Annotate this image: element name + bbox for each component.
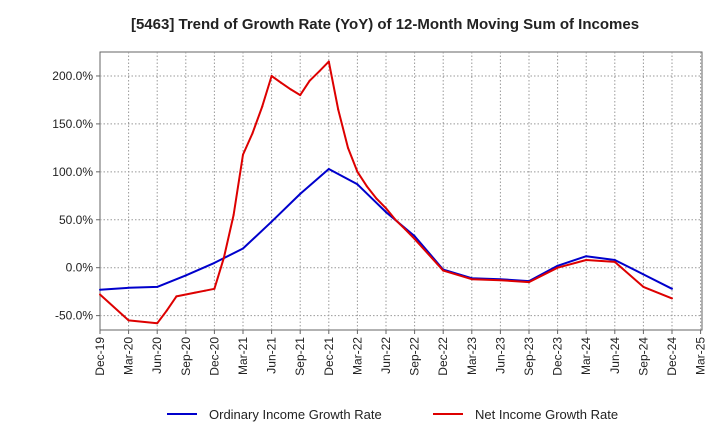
x-tick-label: Dec-20 [207,337,221,376]
data-point [127,319,130,322]
x-tick-label: Mar-20 [122,337,136,375]
data-point [470,278,473,281]
legend-label-2: Net Income Growth Rate [475,407,618,422]
legend: Ordinary Income Growth Rate Net Income Gr… [167,407,618,422]
data-point [385,207,387,210]
data-point [165,309,168,312]
data-point [613,260,616,263]
data-point [442,269,445,272]
data-point [327,168,330,170]
x-tick-label: Sep-22 [408,337,422,376]
data-point [308,79,311,82]
series-lines [99,60,673,325]
y-tick-label: 150.0% [52,117,93,131]
y-tick-label: 50.0% [59,213,93,227]
data-point [184,274,187,277]
x-tick-label: Sep-20 [179,337,193,376]
legend-label-1: Ordinary Income Growth Rate [209,407,382,422]
x-tick-label: Dec-22 [436,337,450,376]
plot-area [99,51,703,331]
y-axis-ticks: -50.0% 0.0% 50.0% 100.0% 150.0% 200.0% [52,69,100,323]
y-tick-label: 100.0% [52,165,93,179]
x-tick-label: Dec-19 [93,337,107,376]
data-point [642,273,645,276]
x-tick-label: Sep-23 [522,337,536,376]
data-point [585,255,588,258]
x-tick-label: Jun-21 [265,337,279,374]
y-tick-label: 200.0% [52,69,93,83]
data-point [365,185,368,188]
data-point [337,108,340,111]
data-point [356,183,359,186]
data-point [528,281,530,284]
data-point [556,266,559,269]
x-tick-label: Mar-23 [465,337,479,375]
data-point [194,291,197,294]
data-point [261,105,264,108]
data-point [671,297,673,300]
x-tick-label: Sep-21 [293,337,307,376]
data-point [251,132,254,135]
data-point [222,257,225,260]
data-point [413,235,416,238]
data-point [556,264,559,267]
data-point [394,218,397,221]
y-tick-label: 0.0% [66,261,94,275]
data-point [184,293,187,296]
x-tick-label: Mar-22 [350,337,364,375]
data-point [413,237,416,240]
data-point [175,295,178,298]
x-tick-label: Dec-24 [665,337,679,376]
x-tick-label: Dec-23 [551,337,565,376]
data-point [280,81,282,84]
x-tick-label: Jun-22 [379,337,393,374]
x-axis-ticks: Dec-19 Mar-20 Jun-20 Sep-20 Dec-20 Mar-21 Jun-… [93,330,708,376]
y-tick-label: -50.0% [55,309,93,323]
data-point [213,287,216,290]
data-point [213,261,216,264]
data-point [299,94,302,97]
data-point [299,192,302,195]
data-point [232,214,235,216]
chart-title: [5463] Trend of Growth Rate (YoY) of 12-… [131,16,639,33]
data-point [585,259,588,261]
data-point [356,170,359,173]
data-point [318,70,321,73]
data-point [375,197,378,200]
data-point [327,60,330,63]
data-point [642,285,645,288]
x-tick-label: Mar-21 [236,337,250,375]
data-point [242,153,244,156]
x-tick-label: Dec-21 [322,337,336,376]
x-tick-label: Jun-20 [150,337,164,374]
data-point [156,322,159,325]
x-tick-label: Sep-24 [636,337,650,376]
x-tick-label: Jun-23 [493,337,507,374]
data-point [270,220,273,223]
data-point [99,293,101,296]
data-point [385,211,387,214]
data-point [99,288,101,291]
data-point [127,286,130,289]
data-point [204,289,206,292]
data-point [499,279,502,282]
data-point [270,75,273,77]
data-point [404,228,407,231]
x-tick-label: Jun-24 [608,337,622,374]
data-point [242,247,244,250]
grid-lines [100,52,702,330]
data-point [613,259,616,261]
x-tick-label: Mar-24 [579,337,593,375]
data-point [347,146,349,149]
x-tick-label: Mar-25 [694,337,708,375]
data-point [156,285,159,288]
data-point [671,287,673,290]
data-point [289,88,292,91]
